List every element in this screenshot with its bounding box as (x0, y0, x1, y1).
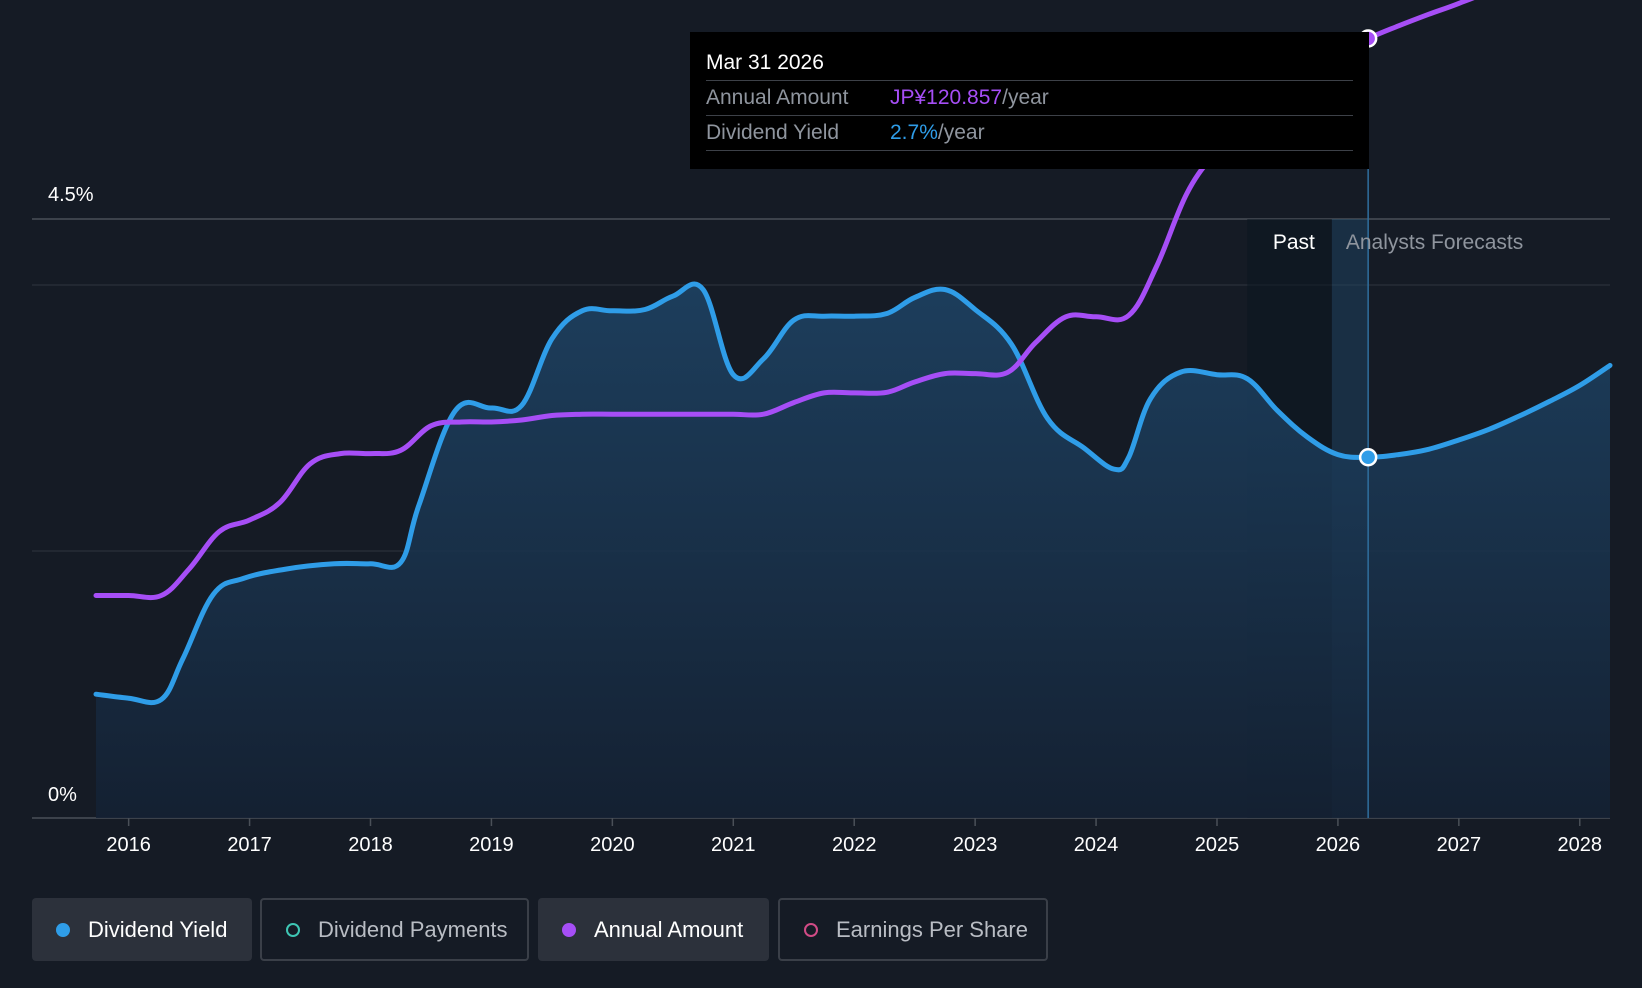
forecast-region-label: Analysts Forecasts (1346, 231, 1523, 254)
legend-earnings-per-share-label: Earnings Per Share (836, 916, 1028, 942)
x-tick-label: 2017 (227, 834, 272, 856)
legend-dividend-payments-label: Dividend Payments (318, 916, 508, 942)
legend-annual-amount-button[interactable]: Annual Amount (538, 898, 769, 961)
x-tick-label: 2019 (469, 834, 514, 856)
x-tick-label: 2020 (590, 834, 635, 856)
legend-dividend-payments-button[interactable]: Dividend Payments (260, 898, 529, 961)
x-tick-label: 2016 (106, 834, 151, 856)
legend-earnings-per-share-button[interactable]: Earnings Per Share (778, 898, 1048, 961)
chart-tooltip: Mar 31 2026 Annual Amount JP¥120.857 /ye… (690, 32, 1369, 169)
x-tick-label: 2026 (1316, 834, 1361, 856)
hollow-dot-icon (286, 922, 300, 937)
tooltip-annual-amount-row: Annual Amount JP¥120.857 /year (706, 81, 1353, 116)
dividend-yield-area (96, 284, 1610, 819)
filled-dot-icon (56, 922, 70, 937)
x-tick-label: 2022 (832, 834, 877, 856)
x-axis-ticks: 2016 2017 2018 2019 2020 2021 2022 2023 2024 2025… (106, 818, 1602, 856)
hollow-dot-icon (804, 922, 818, 937)
x-tick-label: 2024 (1074, 834, 1119, 856)
filled-dot-icon (562, 922, 576, 937)
x-tick-label: 2021 (711, 834, 756, 856)
tooltip-dividend-yield-row: Dividend Yield 2.7% /year (706, 116, 1353, 151)
tooltip-dividend-yield-unit: /year (937, 121, 985, 144)
x-tick-label: 2018 (348, 834, 393, 856)
legend-dividend-yield-button[interactable]: Dividend Yield (32, 898, 252, 961)
past-region-label: Past (1273, 231, 1315, 254)
tooltip-annual-amount-label: Annual Amount (706, 86, 849, 109)
x-tick-label: 2023 (953, 834, 998, 856)
dividend-yield-marker (1358, 448, 1378, 467)
y-tick-label-top: 4.5% (48, 184, 94, 206)
tooltip-dividend-yield-value: 2.7% (890, 121, 938, 144)
tooltip-annual-amount-value: JP¥120.857 (890, 86, 1003, 109)
x-tick-label: 2028 (1558, 834, 1603, 856)
legend-dividend-yield-label: Dividend Yield (88, 916, 228, 942)
tooltip-date: Mar 31 2026 (706, 46, 1353, 81)
legend-annual-amount-label: Annual Amount (594, 916, 744, 942)
tooltip-dividend-yield-label: Dividend Yield (706, 121, 840, 144)
x-tick-label: 2027 (1437, 834, 1482, 856)
y-tick-label-bottom: 0% (48, 784, 77, 806)
tooltip-annual-amount-unit: /year (1002, 86, 1049, 109)
x-tick-label: 2025 (1195, 834, 1240, 856)
